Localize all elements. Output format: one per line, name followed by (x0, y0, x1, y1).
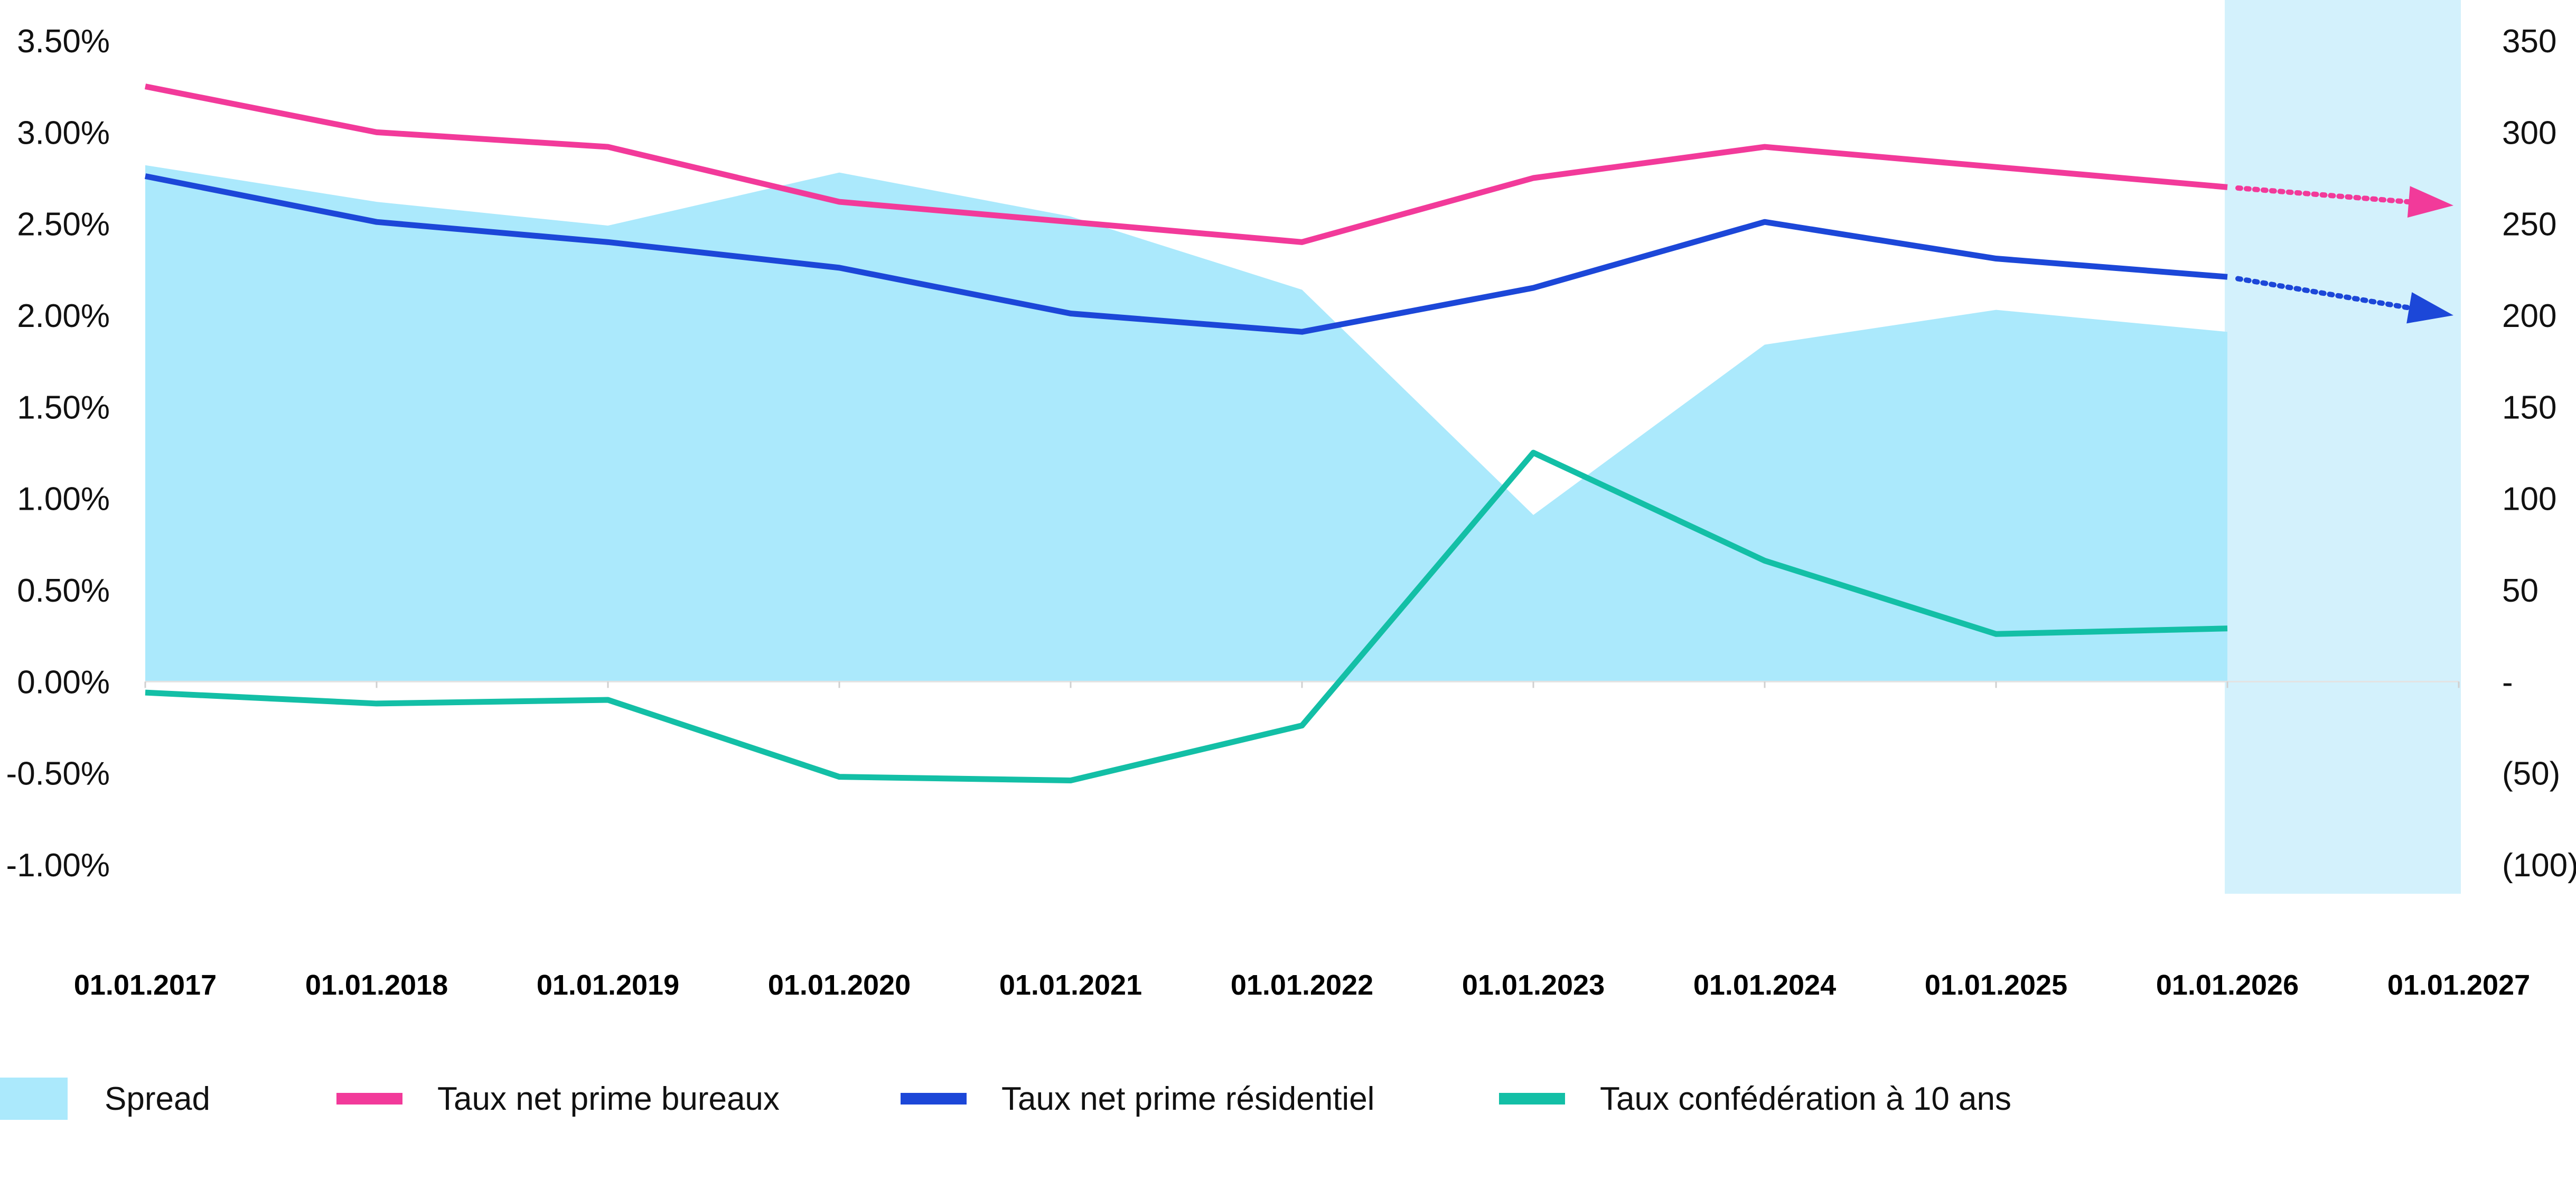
area-layer (145, 165, 2227, 682)
legend-item-residentiel: Taux net prime résidentiel (901, 1072, 1374, 1125)
y-left-tick-label: 3.50% (17, 23, 110, 60)
legend-item-spread: Spread (0, 1072, 210, 1125)
y-right-tick-label: 50 (2502, 573, 2538, 609)
y-left-tick-label: 2.00% (17, 298, 110, 334)
legend-swatch-residentiel (901, 1093, 967, 1105)
x-tick-label: 01.01.2025 (1925, 969, 2067, 1001)
y-right-tick-label: 300 (2502, 115, 2556, 151)
forecast-band (2225, 0, 2461, 894)
y-left-tick-label: 0.00% (17, 664, 110, 700)
legend-item-bureaux: Taux net prime bureaux (336, 1072, 780, 1125)
forecast-band-layer (2225, 0, 2461, 894)
y-right-tick-label: 350 (2502, 23, 2556, 60)
y-left-tick-label: 0.50% (17, 573, 110, 609)
y-left-tick-label: -1.00% (6, 847, 110, 884)
y-right-tick-label: (100) (2502, 847, 2576, 884)
series-line-3 (145, 450, 2228, 784)
y-left-tick-label: 3.00% (17, 115, 110, 151)
legend-swatch-spread (0, 1078, 68, 1120)
forecast-arrowhead-1 (2407, 186, 2453, 218)
series-line-1 (144, 83, 2228, 245)
y-left-tick-label: 1.00% (17, 481, 110, 518)
y-right-tick-label: - (2502, 664, 2513, 700)
y-left-tick-label: 2.50% (17, 207, 110, 243)
x-tick-label: 01.01.2017 (74, 969, 217, 1001)
forecast-dotted-line-2 (2235, 276, 2412, 311)
x-tick-label: 01.01.2023 (1462, 969, 1605, 1001)
x-tick-label: 01.01.2022 (1231, 969, 1373, 1001)
x-tick-label: 01.01.2020 (768, 969, 911, 1001)
y-right-tick-label: 150 (2502, 389, 2556, 426)
y-right-tick-label: 250 (2502, 207, 2556, 243)
x-tick-label: 01.01.2018 (305, 969, 448, 1001)
label-layer: 3.50% 3.00% 2.50% 2.00% 1.50% 1.00% 0.50% 0.00%… (6, 23, 2576, 1001)
legend-swatch-confederation (1499, 1093, 1565, 1105)
forecast-arrowhead-2 (2406, 292, 2453, 324)
y-right-tick-label: (50) (2502, 756, 2560, 792)
legend: Spread Taux net prime bureaux Taux net p… (0, 1072, 2576, 1125)
y-right-tick-label: 200 (2502, 298, 2556, 334)
x-tick-label: 01.01.2026 (2156, 969, 2299, 1001)
legend-label-spread: Spread (105, 1080, 210, 1117)
legend-label-bureaux: Taux net prime bureaux (437, 1080, 780, 1117)
y-right-tick-label: 100 (2502, 481, 2556, 518)
spread-area (145, 165, 2227, 682)
x-tick-label: 01.01.2024 (1693, 969, 1836, 1001)
x-tick-label: 01.01.2019 (537, 969, 679, 1001)
legend-swatch-bureaux (336, 1093, 402, 1105)
axis-layer (144, 680, 2460, 688)
x-tick-label: 01.01.2021 (999, 969, 1142, 1001)
legend-label-residentiel: Taux net prime résidentiel (1001, 1080, 1375, 1117)
legend-item-confederation: Taux confédération à 10 ans (1499, 1072, 2011, 1125)
line-layer (144, 83, 2453, 784)
x-tick-label: 01.01.2027 (2387, 969, 2530, 1001)
y-left-tick-label: 1.50% (17, 389, 110, 426)
forecast-dotted-line-1 (2235, 185, 2412, 205)
legend-label-confederation: Taux confédération à 10 ans (1600, 1080, 2011, 1117)
series-line-2 (144, 173, 2228, 335)
y-left-tick-label: -0.50% (6, 756, 110, 792)
